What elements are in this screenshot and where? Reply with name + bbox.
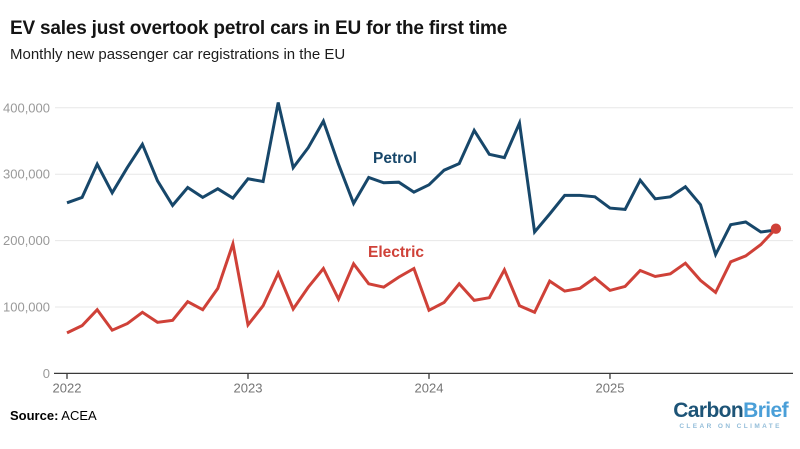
carbonbrief-logo: CarbonBrief CLEAR ON CLIMATE — [673, 400, 788, 431]
y-tick-label: 0 — [43, 366, 50, 381]
chart-subtitle: Monthly new passenger car registrations … — [10, 46, 346, 63]
y-tick-label: 200,000 — [3, 233, 50, 248]
y-tick-label: 300,000 — [3, 167, 50, 182]
petrol-series-label: Petrol — [373, 150, 417, 167]
y-tick-label: 400,000 — [3, 100, 50, 115]
source-label: Source: — [10, 408, 59, 423]
electric-line — [66, 227, 777, 335]
x-tick-label: 2024 — [415, 380, 444, 395]
electric-series-label: Electric — [368, 244, 424, 261]
x-tick-label: 2025 — [596, 380, 625, 395]
logo-carbon-text: Carbon — [673, 399, 744, 422]
latest-point-dot — [770, 223, 782, 234]
x-tick-label: 2022 — [53, 380, 82, 395]
source-value: ACEA — [58, 408, 97, 423]
carbonbrief-wordmark: CarbonBrief — [673, 400, 788, 421]
petrol-line — [66, 102, 777, 259]
logo-tagline: CLEAR ON CLIMATE — [679, 423, 782, 430]
chart-title: EV sales just overtook petrol cars in EU… — [10, 17, 508, 39]
x-tick-label: 2023 — [234, 380, 263, 395]
y-tick-label: 100,000 — [3, 300, 50, 315]
source-note: Source: ACEA — [10, 408, 97, 423]
logo-brief-text: Brief — [743, 399, 788, 422]
